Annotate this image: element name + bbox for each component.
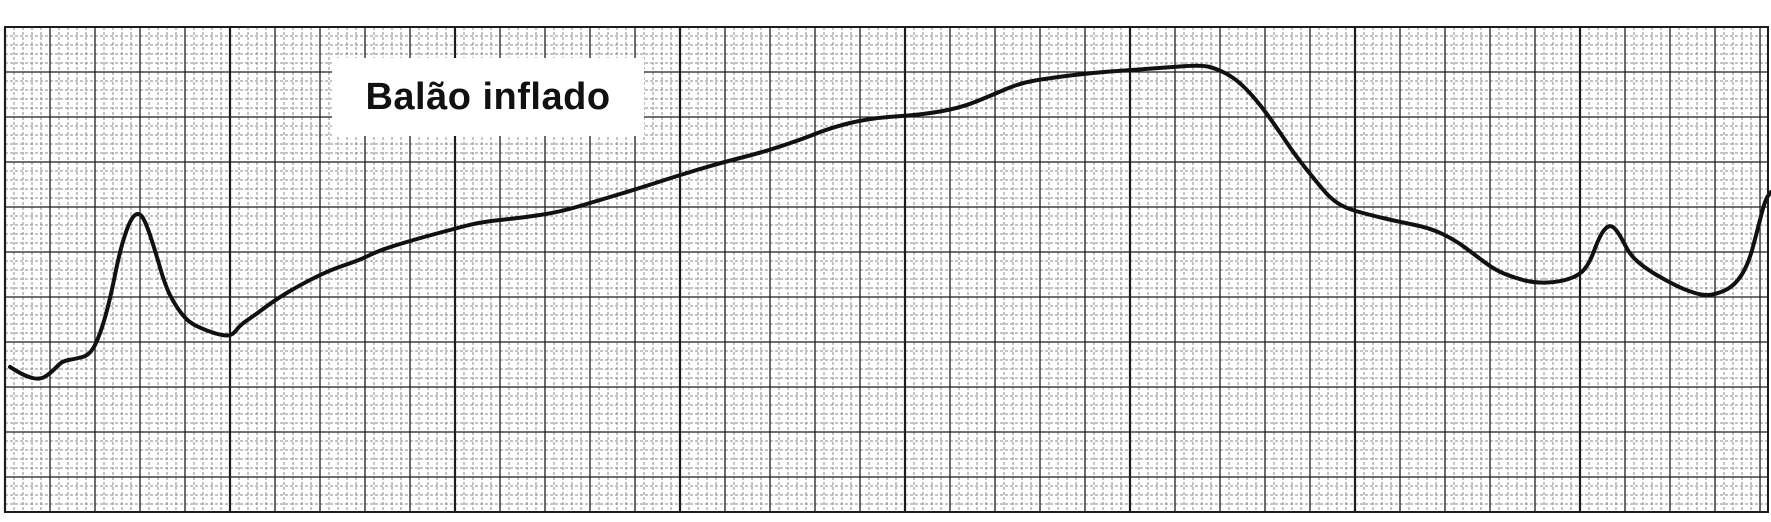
annotation-label: Balão inflado <box>365 76 610 119</box>
annotation-box: Balão inflado <box>332 58 644 136</box>
